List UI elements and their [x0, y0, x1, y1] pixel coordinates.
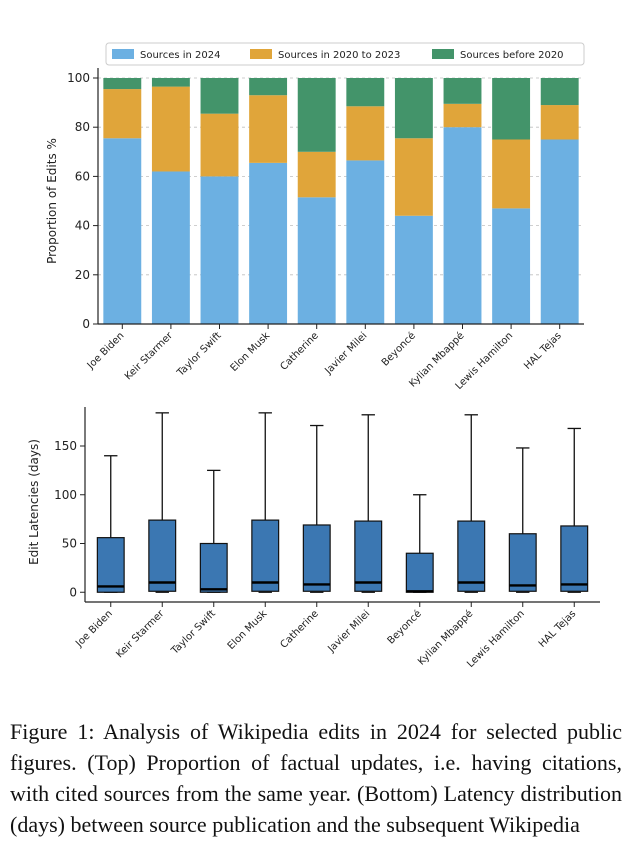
bar-javier-milei-series-0 — [346, 160, 385, 324]
box-catherine — [302, 424, 331, 593]
legend-swatch-1 — [250, 49, 272, 59]
x-tick-label-kylian-mbappe: Kylian Mbappé — [415, 608, 475, 668]
bar-catherine-series-1 — [297, 151, 336, 198]
y-tick-label: 80 — [75, 120, 90, 134]
bar-kylian-mbappe-series-0 — [443, 127, 482, 324]
bar-joe-biden-series-2 — [103, 78, 142, 90]
x-tick-label-javier-milei: Javier Milei — [323, 330, 370, 377]
bar-lewis-hamilton-series-1 — [492, 139, 531, 209]
bar-javier-milei-series-2 — [346, 78, 385, 107]
box-lewis-hamilton — [508, 447, 537, 593]
figure-caption: Figure 1: Analysis of Wikipedia edits in… — [10, 719, 622, 837]
box-keir-starmer — [148, 412, 177, 593]
box-joe-biden — [96, 455, 125, 593]
bar-beyonce-series-2 — [394, 78, 433, 139]
bar-lewis-hamilton-series-0 — [492, 208, 531, 324]
iqr-box — [251, 519, 280, 592]
legend-label-2: Sources before 2020 — [460, 50, 564, 61]
x-tick-label-keir-starmer: Keir Starmer — [114, 608, 167, 661]
bar-kylian-mbappe-series-1 — [443, 103, 482, 128]
iqr-box — [560, 525, 589, 592]
bar-catherine-series-0 — [297, 197, 336, 324]
bar-catherine-series-2 — [297, 78, 336, 152]
y-tick-label: 0 — [82, 317, 90, 331]
y-axis-title: Edit Latencies (days) — [27, 439, 41, 565]
x-tick-label-catherine: Catherine — [279, 608, 321, 650]
bar-beyonce-series-1 — [394, 138, 433, 216]
y-tick-label: 100 — [54, 488, 77, 502]
x-tick-label-taylor-swift: Taylor Swift — [175, 330, 224, 379]
legend-label-0: Sources in 2024 — [140, 50, 220, 61]
bar-joe-biden-series-1 — [103, 89, 142, 139]
x-tick-label-beyonce: Beyoncé — [385, 608, 424, 647]
iqr-box — [199, 542, 228, 593]
x-tick-label-joe-biden: Joe Biden — [73, 608, 115, 650]
x-tick-label-keir-starmer: Keir Starmer — [123, 330, 176, 383]
legend-box — [105, 42, 585, 66]
x-tick-label-joe-biden: Joe Biden — [85, 330, 127, 372]
bar-hal-tejas-series-2 — [540, 78, 579, 106]
box-kylian-mbappe — [457, 414, 486, 593]
y-tick-label: 0 — [69, 585, 77, 599]
legend-swatch-2 — [432, 49, 454, 59]
iqr-box — [148, 519, 177, 592]
box-taylor-swift — [199, 469, 228, 593]
bar-taylor-swift-series-1 — [200, 113, 239, 177]
bar-beyonce-series-0 — [394, 215, 433, 324]
bar-elon-musk-series-0 — [249, 162, 288, 324]
legend-swatch-0 — [112, 49, 134, 59]
box-elon-musk — [251, 412, 280, 593]
y-tick-label: 100 — [67, 71, 90, 85]
bar-keir-starmer-series-0 — [151, 171, 190, 324]
legend: Sources in 2024 Sources in 2020 to 2023 So… — [105, 42, 585, 66]
bar-keir-starmer-series-1 — [151, 86, 190, 172]
bar-javier-milei-series-1 — [346, 106, 385, 161]
x-tick-label-elon-musk: Elon Musk — [229, 330, 273, 374]
x-tick-label-hal-tejas: HAL Tejas — [522, 330, 564, 372]
x-tick-label-taylor-swift: Taylor Swift — [169, 608, 218, 657]
y-tick-label: 20 — [75, 268, 90, 282]
iqr-box — [96, 537, 125, 593]
bar-keir-starmer-series-2 — [151, 78, 190, 87]
y-tick-label: 40 — [75, 219, 90, 233]
iqr-box — [405, 552, 434, 593]
y-tick-label: 50 — [62, 537, 77, 551]
iqr-box — [302, 524, 331, 592]
bar-kylian-mbappe-series-2 — [443, 78, 482, 104]
iqr-box — [508, 533, 537, 592]
x-tick-label-catherine: Catherine — [278, 330, 320, 372]
box-plot-chart: 0 50 100 150 Joe Biden Keir Starmer Taylor Swi… — [27, 407, 600, 670]
y-axis-title: Proportion of Edits % — [45, 138, 59, 264]
x-tick-label-beyonce: Beyoncé — [379, 330, 418, 369]
y-tick-label: 150 — [54, 439, 77, 453]
iqr-box — [354, 520, 383, 592]
x-tick-label-lewis-hamilton: Lewis Hamilton — [465, 608, 527, 670]
box-javier-milei — [354, 414, 383, 593]
legend-label-1: Sources in 2020 to 2023 — [278, 50, 400, 61]
bar-taylor-swift-series-0 — [200, 176, 239, 324]
bar-elon-musk-series-2 — [249, 78, 288, 96]
bar-joe-biden-series-0 — [103, 138, 142, 324]
x-tick-label-elon-musk: Elon Musk — [226, 608, 270, 652]
y-tick-label: 60 — [75, 169, 90, 183]
x-tick-label-javier-milei: Javier Milei — [325, 608, 372, 655]
x-tick-label-hal-tejas: HAL Tejas — [537, 608, 579, 650]
bar-lewis-hamilton-series-2 — [492, 78, 531, 140]
iqr-box — [457, 520, 486, 592]
bar-elon-musk-series-1 — [249, 95, 288, 163]
bar-taylor-swift-series-2 — [200, 78, 239, 114]
box-beyonce — [405, 494, 434, 593]
bar-hal-tejas-series-1 — [540, 105, 579, 140]
box-hal-tejas — [560, 427, 589, 593]
bar-hal-tejas-series-0 — [540, 139, 579, 324]
